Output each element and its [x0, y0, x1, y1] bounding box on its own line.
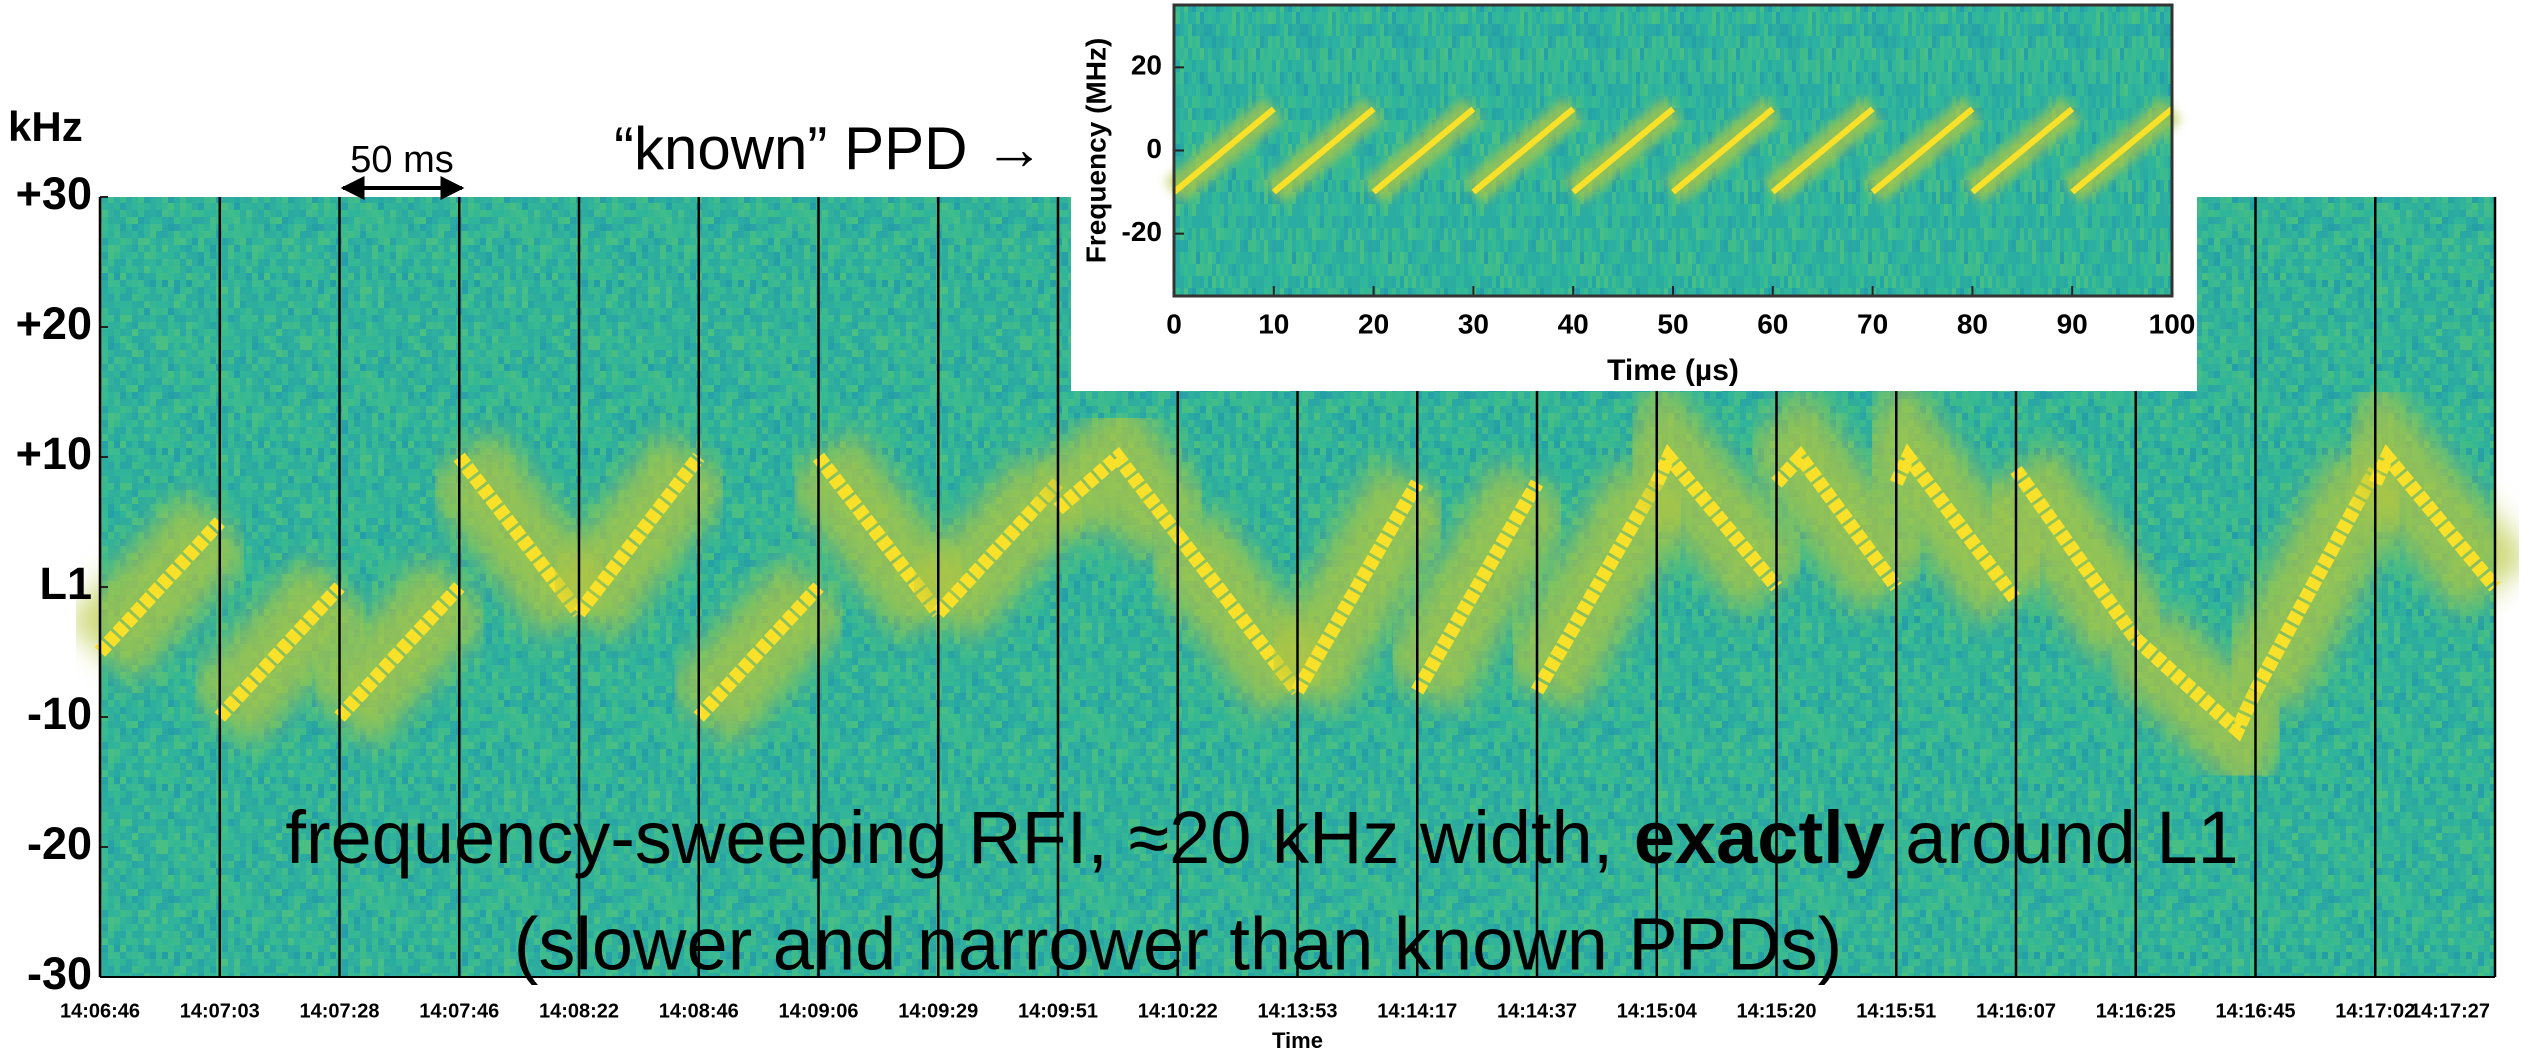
y-tick-label: -20: [27, 818, 92, 869]
inset-spectrogram: -20 0 20 0 10 20 30 40 50 60 70 80 90 100 Time (µs) Fre…: [1080, 3, 2196, 387]
sweep: [1671, 106, 1775, 195]
sweep: [1889, 443, 2022, 605]
x-tick-label: 14:16:45: [2215, 1000, 2295, 1022]
caption-part: frequency-sweeping RFI, ≈20 kHz width,: [285, 796, 1634, 879]
y-tick-label: L1: [39, 558, 92, 609]
sweep: [2368, 443, 2501, 592]
y-tick-label: -30: [27, 948, 92, 999]
x-tick-label: 14:07:03: [180, 1000, 260, 1022]
caption-part: around L1: [1885, 796, 2239, 879]
x-tick-label: 14:06:46: [60, 1000, 140, 1022]
plot-frame: [1172, 3, 2174, 298]
x-tick-label: 80: [1957, 308, 1988, 339]
x-tick-label: 14:14:17: [1377, 1000, 1457, 1022]
x-tick-label: 14:16:07: [1976, 1000, 2056, 1022]
y-tick-label: 0: [1146, 133, 1162, 164]
y-axis-label: kHz: [8, 103, 83, 150]
x-tick-label: 14:09:29: [898, 1000, 978, 1022]
x-tick-label: 14:15:04: [1617, 1000, 1698, 1022]
x-tick-label: 70: [1857, 308, 1888, 339]
sweep: [2249, 466, 2382, 695]
pointer-label: “known” PPD →: [614, 115, 1044, 182]
x-tick-label: 14:07:46: [419, 1000, 499, 1022]
sweep: [2070, 106, 2174, 195]
sweep: [94, 517, 225, 657]
x-tick-label: 14:13:53: [1257, 1000, 1337, 1022]
x-tick-label: 14:14:37: [1497, 1000, 1577, 1022]
y-tick-label: -20: [1122, 216, 1162, 247]
y-tick-label: 20: [1131, 50, 1162, 81]
sweep: [573, 452, 705, 618]
x-tick-label: 20: [1358, 308, 1389, 339]
y-tick-label: +10: [16, 428, 92, 479]
x-tick-label: 90: [2057, 308, 2088, 339]
sweep: [1571, 106, 1675, 195]
caption-emphasis: exactly: [1634, 796, 1885, 879]
x-tick-label: 14:16:25: [2096, 1000, 2176, 1022]
x-tick-label: 14:15:51: [1856, 1000, 1936, 1022]
sweep: [1172, 106, 1276, 195]
x-tick-label: 30: [1458, 308, 1489, 339]
x-tick-label: 14:10:22: [1138, 1000, 1218, 1022]
x-tick-label: 14:09:51: [1018, 1000, 1098, 1022]
sweep: [1970, 106, 2075, 195]
caption-note: (slower and narrower than known PPDs): [514, 903, 1842, 986]
sweep: [1771, 446, 1902, 592]
x-tick-label: 14:17:27: [2410, 1000, 2490, 1022]
scale-bar-label: 50 ms: [350, 139, 453, 181]
y-tick-label: +30: [16, 168, 92, 219]
x-tick-label: 60: [1757, 308, 1788, 339]
sweep: [933, 478, 1064, 618]
sweep: [1371, 106, 1476, 195]
x-axis-label: Time: [1272, 1028, 1323, 1053]
sweep: [1650, 443, 1782, 592]
y-tick-label: -10: [27, 688, 92, 739]
x-tick-label: 14:15:20: [1736, 1000, 1816, 1022]
sweep: [1053, 446, 1184, 540]
x-tick-label: 40: [1558, 308, 1589, 339]
sweep: [1870, 106, 1975, 195]
x-tick-label: 14:17:02: [2335, 1000, 2415, 1022]
x-tick-label: 14:08:22: [539, 1000, 619, 1022]
x-tick-label: 14:08:46: [659, 1000, 739, 1022]
sweep: [1770, 106, 1875, 195]
x-tick-label: 0: [1166, 308, 1182, 339]
sweep: [1471, 106, 1576, 195]
sweep: [1291, 479, 1424, 695]
sweep: [2131, 633, 2262, 742]
x-tick-label: 100: [2149, 308, 2196, 339]
sweep: [334, 582, 465, 722]
x-tick-label: 14:09:06: [778, 1000, 858, 1022]
sweep: [1411, 479, 1544, 695]
sweep: [214, 582, 345, 722]
x-tick-label: 10: [1258, 308, 1289, 339]
x-tick-label: 50: [1657, 308, 1688, 339]
x-axis-label: Time (µs): [1607, 354, 1739, 387]
sweep: [2010, 465, 2142, 644]
caption: frequency-sweeping RFI, ≈20 kHz width, e…: [285, 796, 2238, 879]
y-axis-label: Frequency (MHz): [1080, 38, 1111, 264]
sweep: [1271, 106, 1376, 195]
sweep: [693, 582, 824, 722]
sweep: [1530, 479, 1663, 695]
y-tick-label: +20: [16, 298, 92, 349]
x-tick-label: 14:07:28: [299, 1000, 379, 1022]
